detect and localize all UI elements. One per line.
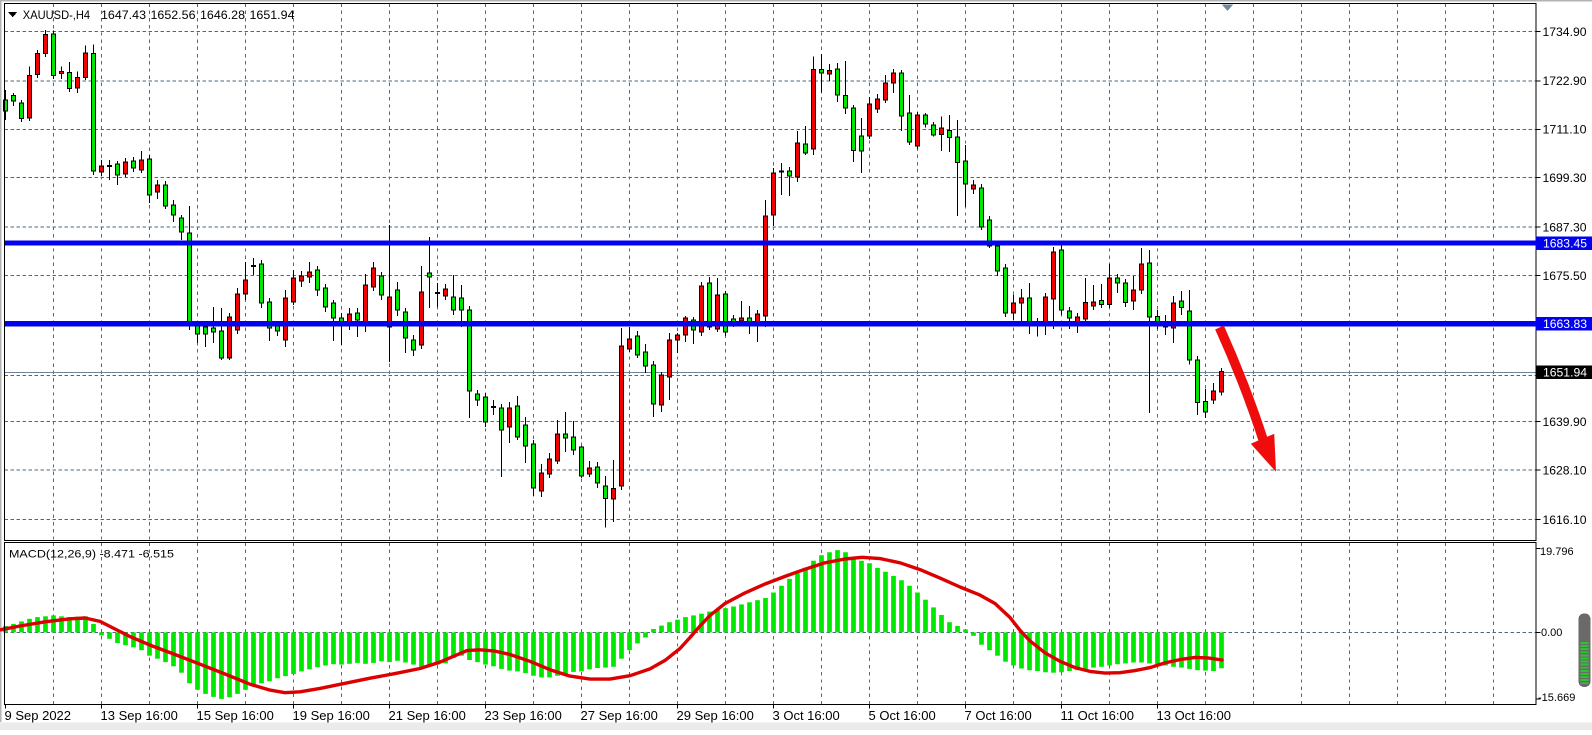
svg-text:19 Sep 16:00: 19 Sep 16:00 xyxy=(293,708,370,723)
svg-text:1734.90: 1734.90 xyxy=(1543,25,1587,39)
svg-text:0.00: 0.00 xyxy=(1541,627,1562,639)
svg-text:1646.28: 1646.28 xyxy=(200,8,245,22)
svg-text:1722.90: 1722.90 xyxy=(1543,74,1587,88)
svg-text:21 Sep 16:00: 21 Sep 16:00 xyxy=(389,708,466,723)
svg-text:11 Oct 16:00: 11 Oct 16:00 xyxy=(1061,708,1134,723)
svg-text:23 Sep 16:00: 23 Sep 16:00 xyxy=(485,708,562,723)
svg-text:MACD(12,26,9) -8.471 -6.515: MACD(12,26,9) -8.471 -6.515 xyxy=(9,549,174,561)
svg-text:XAUUSD-,H4: XAUUSD-,H4 xyxy=(23,8,91,22)
svg-text:1663.83: 1663.83 xyxy=(1543,317,1587,331)
svg-text:5 Oct 16:00: 5 Oct 16:00 xyxy=(869,708,936,723)
svg-text:1639.90: 1639.90 xyxy=(1543,415,1587,429)
svg-text:1651.94: 1651.94 xyxy=(250,8,295,22)
svg-text:1616.10: 1616.10 xyxy=(1543,513,1587,527)
svg-text:27 Sep 16:00: 27 Sep 16:00 xyxy=(581,708,658,723)
svg-text:1683.45: 1683.45 xyxy=(1543,236,1587,250)
svg-text:3 Oct 16:00: 3 Oct 16:00 xyxy=(773,708,840,723)
svg-text:1699.30: 1699.30 xyxy=(1543,171,1587,185)
svg-text:1687.30: 1687.30 xyxy=(1543,220,1587,234)
svg-text:19.796: 19.796 xyxy=(1540,546,1574,558)
svg-text:1628.10: 1628.10 xyxy=(1543,464,1587,478)
svg-text:13 Sep 16:00: 13 Sep 16:00 xyxy=(101,708,178,723)
svg-text:9 Sep 2022: 9 Sep 2022 xyxy=(5,708,72,723)
svg-text:-15.669: -15.669 xyxy=(1538,692,1575,704)
svg-text:1675.50: 1675.50 xyxy=(1543,269,1587,283)
svg-text:15 Sep 16:00: 15 Sep 16:00 xyxy=(197,708,274,723)
svg-text:1647.43: 1647.43 xyxy=(101,8,146,22)
svg-text:1652.56: 1652.56 xyxy=(151,8,196,22)
svg-text:13 Oct 16:00: 13 Oct 16:00 xyxy=(1157,708,1231,723)
svg-text:1651.94: 1651.94 xyxy=(1543,366,1587,380)
svg-text:1711.10: 1711.10 xyxy=(1543,123,1587,137)
svg-text:7 Oct 16:00: 7 Oct 16:00 xyxy=(965,708,1032,723)
svg-text:29 Sep 16:00: 29 Sep 16:00 xyxy=(677,708,754,723)
